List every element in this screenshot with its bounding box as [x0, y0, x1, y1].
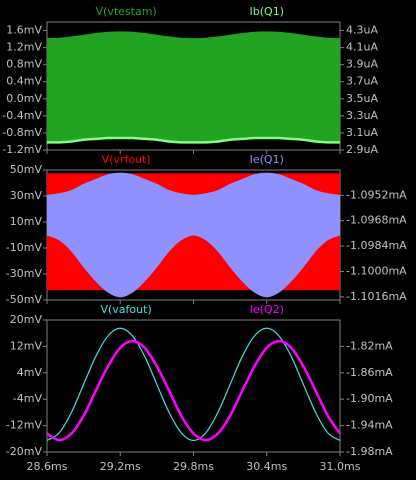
y-tick-label: 0.4mV: [6, 75, 42, 88]
trace-line: [47, 136, 340, 144]
y2-tick-label: 2.9uA: [346, 143, 378, 156]
x-tick-label: 29.8ms: [173, 460, 214, 473]
y2-tick-label: 4.1uA: [346, 41, 378, 54]
y-tick-label: 0.0mV: [6, 92, 42, 105]
y-tick-label: -20mV: [6, 445, 43, 458]
y2-tick-label: -1.0984mA: [346, 239, 407, 252]
y-tick-label: -0.8mV: [2, 126, 42, 139]
y-tick-label: 50mV: [10, 163, 43, 176]
legend-entry: V(vtestam): [96, 5, 157, 18]
y2-tick-label: 3.5uA: [346, 92, 378, 105]
y2-tick-label: -1.90mA: [346, 392, 393, 405]
x-tick-label: 30.4ms: [246, 460, 287, 473]
x-tick-label: 28.6ms: [27, 460, 68, 473]
legend-entry: Ib(Q1): [250, 5, 284, 18]
y-tick-label: 1.6mV: [6, 24, 42, 37]
y-tick-label: 10mV: [10, 215, 43, 228]
envelope-area: [47, 172, 340, 298]
y-tick-label: -0.4mV: [2, 109, 42, 122]
trace-line: [47, 339, 340, 442]
y-tick-label: 0.8mV: [6, 58, 42, 71]
y-tick-label: 1.2mV: [6, 41, 42, 54]
y-tick-label: 30mV: [10, 189, 43, 202]
y-tick-label: -30mV: [6, 267, 43, 280]
legend-entry: V(vrfout): [102, 153, 151, 166]
y2-tick-label: -1.94mA: [346, 419, 393, 432]
y-tick-label: -4mV: [13, 392, 43, 405]
envelope-area: [47, 31, 340, 142]
legend-entry: V(vafout): [100, 303, 151, 316]
y-tick-label: -1.2mV: [2, 143, 42, 156]
y-tick-label: -12mV: [6, 419, 43, 432]
legend-entry: Ie(Q2): [250, 303, 284, 316]
y2-tick-label: 4.3uA: [346, 24, 378, 37]
y2-tick-label: 3.3uA: [346, 109, 378, 122]
y2-tick-label: 3.7uA: [346, 75, 378, 88]
y-tick-label: -10mV: [6, 241, 43, 254]
y2-tick-label: 3.9uA: [346, 58, 378, 71]
x-tick-label: 31.0ms: [320, 460, 361, 473]
y-tick-label: 4mV: [17, 366, 43, 379]
legend-entry: Ie(Q1): [250, 153, 284, 166]
trace-line: [47, 327, 340, 442]
y2-tick-label: -1.1016mA: [346, 290, 407, 303]
y-tick-label: 20mV: [10, 313, 43, 326]
y2-tick-label: 3.1uA: [346, 126, 378, 139]
y2-tick-label: -1.1000mA: [346, 264, 407, 277]
y2-tick-label: -1.0968mA: [346, 214, 407, 227]
y2-tick-label: -1.82mA: [346, 339, 393, 352]
y2-tick-label: -1.86mA: [346, 366, 393, 379]
y2-tick-label: -1.98mA: [346, 445, 393, 458]
y-tick-label: 12mV: [10, 339, 43, 352]
y2-tick-label: -1.0952mA: [346, 188, 407, 201]
y-tick-label: -50mV: [6, 293, 43, 306]
x-tick-label: 29.2ms: [100, 460, 141, 473]
